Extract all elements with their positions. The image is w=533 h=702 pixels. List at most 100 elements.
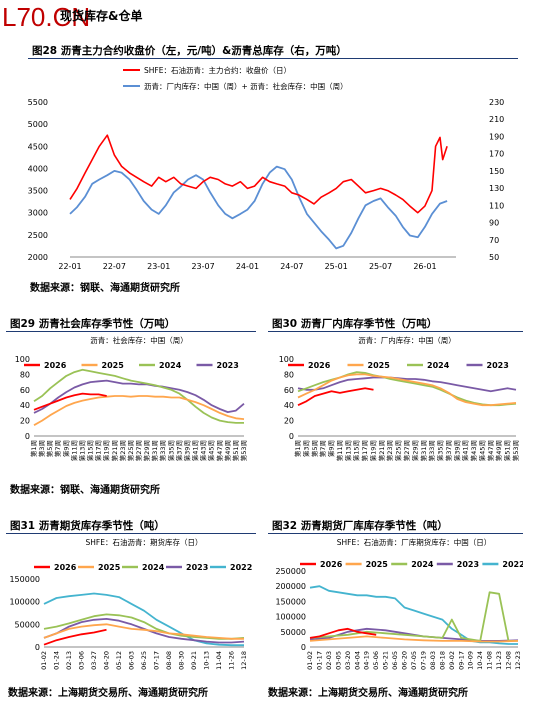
fig32-xtick: 10-09 — [467, 651, 475, 670]
fig30-xtick: 第19周 — [369, 440, 378, 461]
fig30-xtick: 第39周 — [452, 440, 461, 461]
fig32-xtick: 11-08 — [486, 651, 494, 670]
fig29-30-source: 数据来源：钢联、海通期货研究所 — [10, 485, 160, 496]
fig28-xtick: 24-01 — [236, 262, 259, 271]
fig28-series-price — [69, 134, 448, 214]
fig28-ytick-right: 150 — [489, 167, 504, 176]
fig32-xtick: 01-17 — [316, 651, 324, 670]
fig32-xtick: 10-24 — [476, 651, 484, 670]
fig28-source: 数据来源：钢联、海通期货研究所 — [30, 283, 180, 294]
fig31-xtick: 09-21 — [190, 651, 198, 670]
fig32-series-2026 — [309, 627, 377, 639]
fig29-series-2026 — [33, 392, 107, 411]
fig32-xtick: 03-05 — [334, 651, 342, 670]
fig29-legend-2023: 2023 — [217, 361, 239, 370]
fig28-xtick: 23-01 — [147, 262, 170, 271]
fig32-xtick: 07-19 — [420, 651, 428, 670]
fig31-xtick: 08-30 — [178, 651, 186, 670]
fig31-xtick: 11-04 — [215, 651, 223, 670]
fig29-xtick: 第49周 — [223, 440, 232, 461]
fig28-ytick-left: 2000 — [28, 253, 48, 262]
fig31-xtick: 01-02 — [40, 651, 48, 670]
fig28-ytick-left: 4500 — [28, 142, 48, 151]
fig29-xtick: 第31周 — [150, 440, 159, 461]
fig28-ytick-left: 4000 — [28, 164, 48, 173]
fig30-legend-2024: 2024 — [427, 361, 450, 370]
fig32-chart: SHFE：石油沥青：厂库期货库存：中国（日） 2026 2025 2024 2023 20… — [275, 537, 523, 670]
fig32-subtitle: SHFE：石油沥青：厂库期货库存：中国（日） — [337, 537, 491, 547]
fig30-xtick: 第51周 — [503, 440, 512, 461]
fig31-series-2026 — [43, 628, 107, 646]
fig29-rule — [6, 331, 256, 332]
fig28-ytick-right: 70 — [489, 236, 499, 245]
fig30-ytick: 0 — [289, 432, 294, 441]
fig31-xtick: 12-18 — [240, 651, 248, 670]
fig30-xtick: 第37周 — [444, 440, 453, 461]
fig28-xtick: 23-07 — [191, 262, 214, 271]
fig32-xtick: 02-03 — [325, 651, 333, 670]
fig29-xtick: 第27周 — [134, 440, 143, 461]
fig32-xtick: 08-03 — [429, 651, 437, 670]
fig31-chart: SHFE：石油沥青：期货库存（日） 2026 2025 2024 2023 2022 0 50… — [9, 537, 252, 670]
fig31-xtick: 07-17 — [153, 651, 161, 670]
fig31-legend-2025: 2025 — [98, 563, 121, 572]
fig31-xtick: 06-03 — [128, 651, 136, 670]
fig30-xtick: 第31周 — [419, 440, 428, 461]
fig32-ytick: 50000 — [281, 628, 306, 637]
fig31-series-2025 — [43, 623, 244, 640]
fig32-xtick: 12-08 — [505, 651, 513, 670]
fig29-xtick: 第39周 — [183, 440, 192, 461]
fig32-xtick: 05-06 — [372, 651, 380, 670]
fig32-legend-2022: 2022 — [502, 560, 523, 569]
fig30-ytick: 40 — [284, 401, 294, 410]
fig28-ytick-right: 170 — [489, 150, 504, 159]
fig28-ytick-left: 3000 — [28, 209, 48, 218]
fig28-ytick-left: 2500 — [28, 231, 48, 240]
fig32-ytick: 0 — [301, 643, 306, 652]
fig29-title: 图29 沥青社会库存季节性（万吨） — [10, 318, 176, 330]
fig32-xtick: 12-23 — [514, 651, 522, 670]
fig29-xtick: 第9周 — [61, 440, 70, 457]
fig28-xtick: 25-07 — [369, 262, 392, 271]
fig28-ytick-right: 90 — [489, 219, 499, 228]
fig29-ytick: 100 — [15, 355, 30, 364]
fig29-xtick: 第35周 — [166, 440, 175, 461]
fig30-xtick: 第53周 — [511, 440, 520, 461]
fig30-series-2025 — [297, 373, 517, 407]
fig30-xtick: 第5周 — [310, 440, 319, 457]
fig28-xtick: 25-01 — [325, 262, 348, 271]
fig32-legend-2025: 2025 — [366, 560, 389, 569]
fig28-xtick: 24-07 — [280, 262, 303, 271]
fig28-ytick-left: 3500 — [28, 187, 48, 196]
fig29-legend-2026: 2026 — [44, 361, 67, 370]
fig31-source: 数据来源：上海期货交易所、海通期货研究所 — [8, 688, 208, 699]
fig30-xtick: 第7周 — [318, 440, 327, 457]
fig30-xtick: 第27周 — [402, 440, 411, 461]
fig30-xtick: 第49周 — [494, 440, 503, 461]
fig31-subtitle: SHFE：石油沥青：期货库存（日） — [86, 537, 203, 547]
fig29-xtick: 第45周 — [207, 440, 216, 461]
fig29-legend-2024: 2024 — [159, 361, 182, 370]
fig28-xtick: 22-07 — [103, 262, 126, 271]
fig30-title: 图30 沥青厂内库存季节性（万吨） — [272, 318, 438, 330]
fig30-xtick: 第45周 — [478, 440, 487, 461]
fig31-series-2022 — [43, 592, 244, 647]
fig30-xtick: 第21周 — [377, 440, 386, 461]
fig29-series-2025 — [33, 395, 245, 426]
fig31-legend-2024: 2024 — [142, 563, 165, 572]
fig30-chart: 沥青：厂内库存：中国（周） 2026 2025 2024 2023 0 20 40 60 80 10… — [279, 335, 520, 461]
fig28-chart: SHFE：石油沥青：主力合约：收盘价（日） 沥青：厂内库存：中国（周）+ 沥青：社… — [28, 65, 504, 271]
fig32-xtick: 03-20 — [344, 651, 352, 670]
fig29-xtick: 第15周 — [86, 440, 95, 461]
fig28-series-inventory — [69, 165, 448, 250]
fig30-legend-2025: 2025 — [368, 361, 391, 370]
fig30-xtick: 第35周 — [436, 440, 445, 461]
fig29-series-2024 — [33, 368, 244, 424]
fig29-xtick: 第29周 — [142, 440, 151, 461]
fig29-xtick: 第5周 — [45, 440, 54, 457]
fig30-ytick: 60 — [284, 386, 294, 395]
fig29-ytick: 80 — [20, 370, 30, 379]
fig29-xtick: 第51周 — [231, 440, 240, 461]
fig31-xtick: 10-13 — [203, 651, 211, 670]
fig28-legend-label-1: 沥青：厂内库存：中国（周）+ 沥青：社会库存：中国（周） — [144, 81, 348, 91]
